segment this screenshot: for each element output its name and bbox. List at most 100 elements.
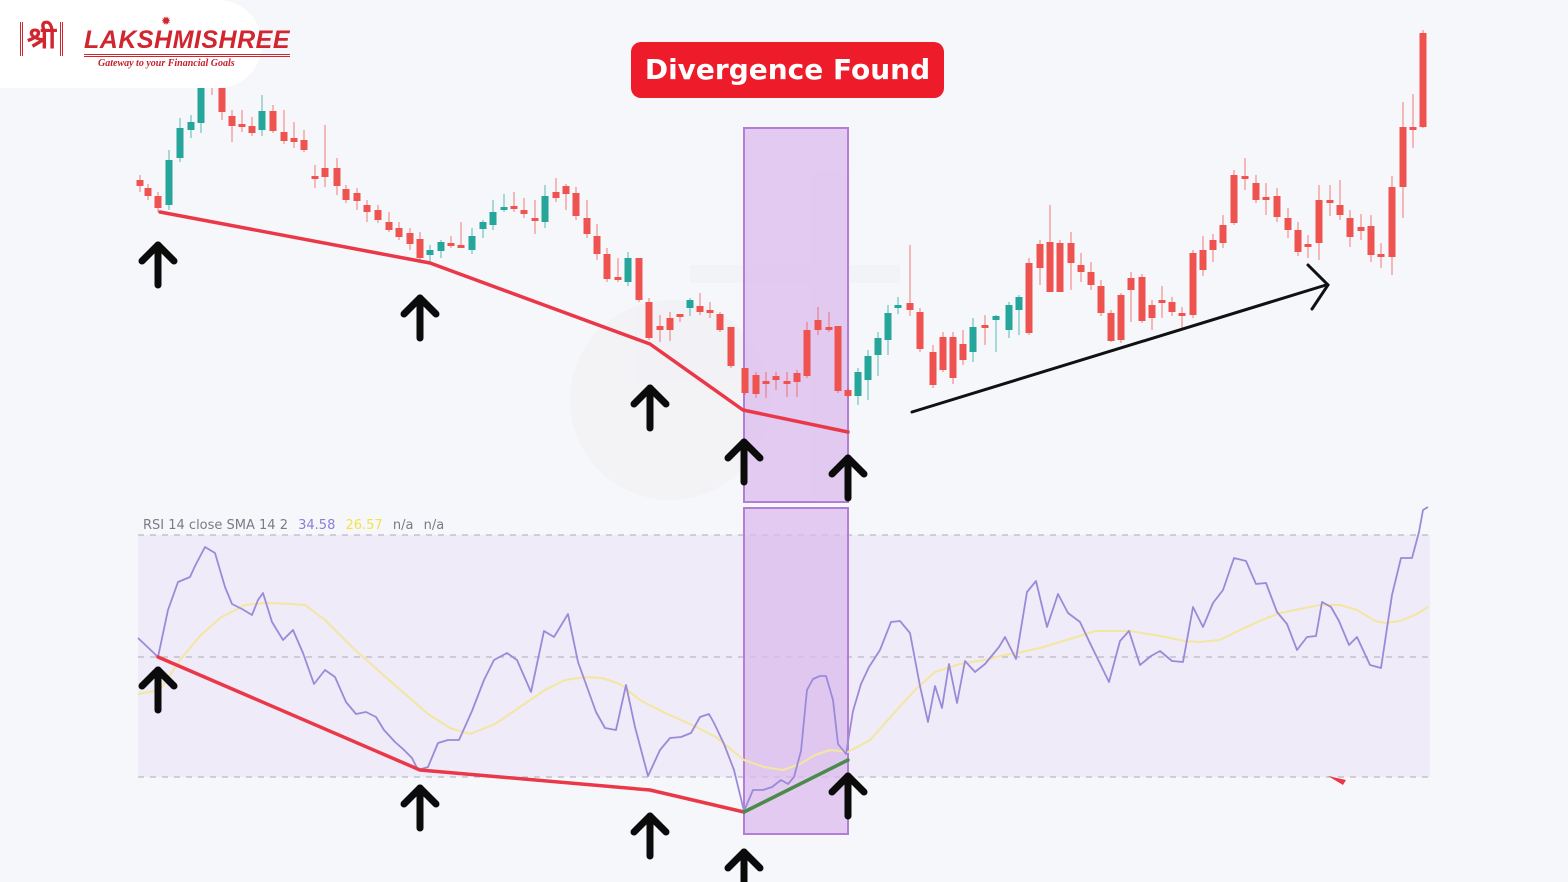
candle	[676, 314, 684, 322]
candle	[541, 185, 549, 228]
candle	[1357, 214, 1365, 240]
candle	[741, 368, 749, 395]
candle	[1294, 222, 1302, 256]
candle	[1015, 295, 1023, 335]
candle	[635, 258, 643, 302]
candle	[552, 178, 560, 202]
candle	[1025, 258, 1033, 335]
arrow-up-icon	[630, 812, 670, 860]
candle	[395, 222, 403, 240]
red-trendline	[158, 210, 850, 434]
sun-icon: ✹	[161, 14, 172, 28]
candle	[176, 118, 184, 162]
candle	[426, 245, 434, 262]
candle	[1097, 280, 1105, 316]
arrow-up-icon	[400, 294, 440, 342]
candle	[1409, 94, 1417, 148]
candle	[1367, 215, 1375, 262]
highlight-box	[743, 127, 849, 503]
red-mark	[1328, 776, 1346, 785]
candle	[981, 315, 989, 345]
candle	[1168, 297, 1176, 316]
candle	[468, 228, 476, 254]
candle	[1117, 293, 1125, 343]
candle	[727, 327, 735, 368]
candle	[992, 315, 1000, 352]
candle	[803, 322, 811, 378]
candle	[1304, 235, 1312, 258]
candle	[321, 125, 329, 187]
arrow-up-icons	[138, 241, 868, 882]
arrowhead-icon	[1306, 263, 1330, 311]
arrow-up-icon	[400, 784, 440, 832]
candle	[1077, 253, 1085, 282]
candle	[144, 184, 152, 200]
candle	[520, 198, 528, 218]
candle	[1036, 240, 1044, 285]
candle	[593, 224, 601, 260]
arrow-up-icon	[630, 384, 670, 432]
candle	[280, 110, 288, 144]
na-value-1: n/a	[392, 518, 414, 533]
candle	[342, 185, 350, 203]
candle	[939, 332, 947, 372]
candle	[479, 220, 487, 238]
rsi-legend-label: RSI 14 close SMA 14 2	[143, 518, 288, 533]
rsi-value: 34.58	[298, 518, 336, 533]
candle	[258, 95, 266, 136]
candle	[500, 194, 508, 212]
candle	[1209, 234, 1217, 262]
candle	[1252, 175, 1260, 203]
green-trendline	[742, 758, 850, 814]
candle	[844, 388, 852, 398]
candle	[752, 372, 760, 398]
candle	[814, 307, 822, 335]
candle	[624, 252, 632, 286]
candle	[716, 312, 724, 332]
candle	[154, 192, 162, 212]
candle	[510, 192, 518, 212]
candle	[603, 248, 611, 282]
candle	[248, 117, 256, 136]
sma-line	[137, 602, 1429, 771]
arrow-up-icon	[138, 241, 178, 289]
rsi-legend: RSI 14 close SMA 14 2 34.58 26.57 n/a n/…	[143, 518, 444, 533]
candle	[300, 130, 308, 152]
candle	[762, 372, 770, 398]
candle	[949, 332, 957, 384]
candle	[656, 315, 664, 342]
candle	[834, 326, 842, 393]
candle	[1273, 188, 1281, 222]
candle	[969, 318, 977, 362]
candle	[929, 345, 937, 388]
candle	[1399, 102, 1407, 218]
candle	[1127, 272, 1135, 322]
arrow-up-icon	[724, 438, 764, 486]
candle	[136, 175, 144, 192]
highlight-box	[743, 507, 849, 835]
logo-tagline: Gateway to your Financial Goals	[98, 58, 235, 69]
candle	[1138, 274, 1146, 323]
candle	[531, 200, 539, 234]
red-trendline	[156, 655, 746, 814]
candle	[447, 236, 455, 248]
candlestick-series	[136, 30, 1427, 405]
candle	[1230, 170, 1238, 225]
candle	[374, 205, 382, 223]
black-trendline	[910, 283, 1328, 414]
candle	[562, 184, 570, 210]
arrow-up-icon	[138, 666, 178, 714]
candle	[228, 110, 236, 142]
candle	[1262, 183, 1270, 215]
candle	[1346, 210, 1354, 247]
logo-mark: श्री	[20, 22, 64, 56]
candle	[666, 312, 674, 341]
candle	[1199, 236, 1207, 276]
candle	[1388, 176, 1396, 275]
candle	[645, 298, 653, 340]
candle	[1107, 310, 1115, 342]
candle	[269, 105, 277, 133]
candle	[197, 80, 205, 133]
candle	[1284, 208, 1292, 238]
trendlines	[156, 210, 1346, 814]
